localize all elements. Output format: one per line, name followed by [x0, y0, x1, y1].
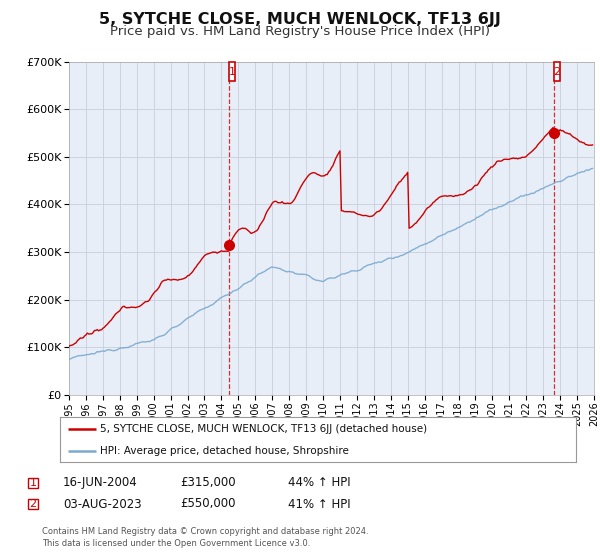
- Text: 44% ↑ HPI: 44% ↑ HPI: [288, 476, 350, 489]
- Text: 03-AUG-2023: 03-AUG-2023: [63, 497, 142, 511]
- Text: Contains HM Land Registry data © Crown copyright and database right 2024.: Contains HM Land Registry data © Crown c…: [42, 528, 368, 536]
- Text: £550,000: £550,000: [180, 497, 235, 511]
- Text: 2: 2: [29, 499, 37, 509]
- Text: 16-JUN-2004: 16-JUN-2004: [63, 476, 138, 489]
- Text: 1: 1: [229, 67, 236, 77]
- Text: 1: 1: [29, 478, 37, 488]
- Text: Price paid vs. HM Land Registry's House Price Index (HPI): Price paid vs. HM Land Registry's House …: [110, 25, 490, 38]
- Text: HPI: Average price, detached house, Shropshire: HPI: Average price, detached house, Shro…: [100, 446, 349, 456]
- Text: £315,000: £315,000: [180, 476, 236, 489]
- Text: 41% ↑ HPI: 41% ↑ HPI: [288, 497, 350, 511]
- Text: 5, SYTCHE CLOSE, MUCH WENLOCK, TF13 6JJ (detached house): 5, SYTCHE CLOSE, MUCH WENLOCK, TF13 6JJ …: [100, 424, 427, 435]
- Text: This data is licensed under the Open Government Licence v3.0.: This data is licensed under the Open Gov…: [42, 539, 310, 548]
- Text: 2: 2: [553, 67, 560, 77]
- Bar: [229, 62, 235, 81]
- Bar: [554, 62, 560, 81]
- Text: 5, SYTCHE CLOSE, MUCH WENLOCK, TF13 6JJ: 5, SYTCHE CLOSE, MUCH WENLOCK, TF13 6JJ: [99, 12, 501, 27]
